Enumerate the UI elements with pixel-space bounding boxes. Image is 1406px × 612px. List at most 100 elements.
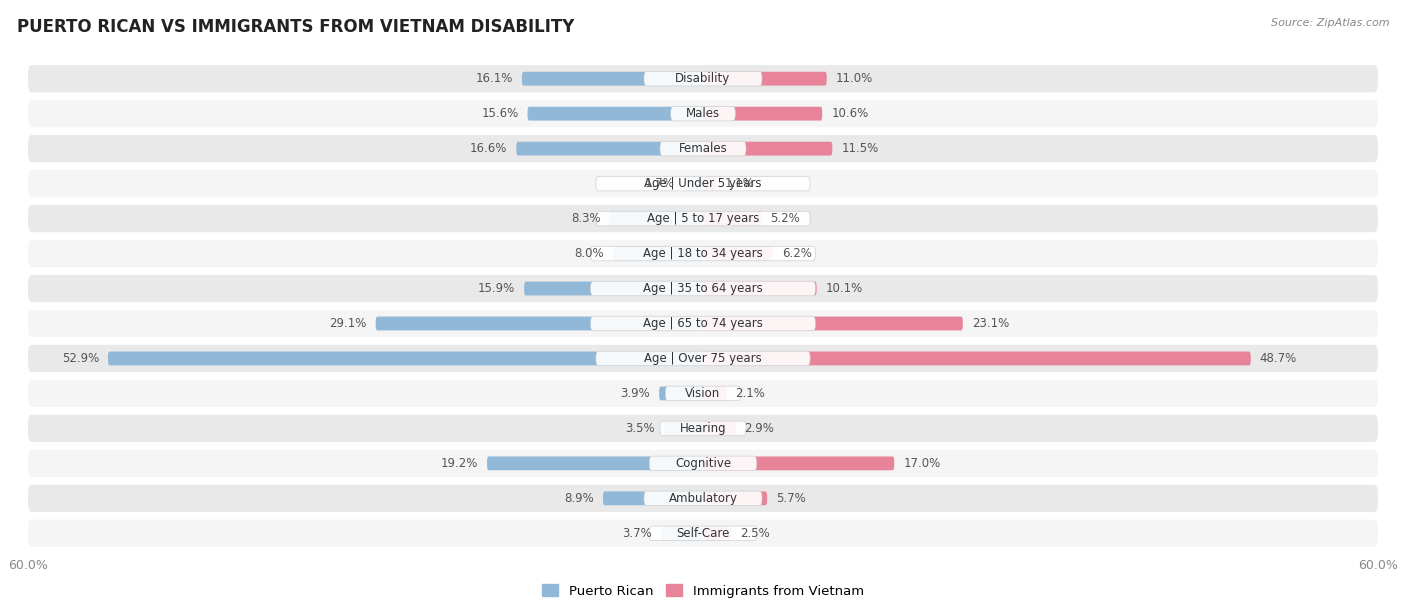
Text: 29.1%: 29.1% (329, 317, 367, 330)
FancyBboxPatch shape (613, 247, 703, 261)
FancyBboxPatch shape (28, 205, 1378, 232)
Text: 6.2%: 6.2% (782, 247, 811, 260)
Text: 2.5%: 2.5% (740, 527, 770, 540)
Text: 3.5%: 3.5% (626, 422, 655, 435)
FancyBboxPatch shape (524, 282, 703, 296)
Text: Ambulatory: Ambulatory (668, 492, 738, 505)
FancyBboxPatch shape (650, 456, 756, 471)
FancyBboxPatch shape (28, 275, 1378, 302)
FancyBboxPatch shape (591, 282, 815, 296)
FancyBboxPatch shape (28, 135, 1378, 162)
Text: PUERTO RICAN VS IMMIGRANTS FROM VIETNAM DISABILITY: PUERTO RICAN VS IMMIGRANTS FROM VIETNAM … (17, 18, 574, 36)
Text: 52.9%: 52.9% (62, 352, 98, 365)
Text: 19.2%: 19.2% (440, 457, 478, 470)
Text: 3.7%: 3.7% (623, 527, 652, 540)
Text: 48.7%: 48.7% (1260, 352, 1296, 365)
FancyBboxPatch shape (108, 351, 703, 365)
Text: Age | 65 to 74 years: Age | 65 to 74 years (643, 317, 763, 330)
Text: 5.7%: 5.7% (776, 492, 806, 505)
Text: 1.7%: 1.7% (645, 177, 675, 190)
Text: 10.1%: 10.1% (825, 282, 863, 295)
Text: 16.6%: 16.6% (470, 142, 508, 155)
FancyBboxPatch shape (671, 106, 735, 121)
FancyBboxPatch shape (703, 247, 773, 261)
FancyBboxPatch shape (28, 240, 1378, 267)
FancyBboxPatch shape (644, 72, 762, 86)
FancyBboxPatch shape (665, 386, 741, 401)
Text: Cognitive: Cognitive (675, 457, 731, 470)
FancyBboxPatch shape (661, 526, 703, 540)
Text: 2.9%: 2.9% (745, 422, 775, 435)
Text: Age | Over 75 years: Age | Over 75 years (644, 352, 762, 365)
Text: 1.1%: 1.1% (724, 177, 754, 190)
FancyBboxPatch shape (486, 457, 703, 470)
FancyBboxPatch shape (703, 106, 823, 121)
FancyBboxPatch shape (28, 345, 1378, 372)
Text: Vision: Vision (685, 387, 721, 400)
Text: Source: ZipAtlas.com: Source: ZipAtlas.com (1271, 18, 1389, 28)
FancyBboxPatch shape (703, 177, 716, 190)
Text: 16.1%: 16.1% (475, 72, 513, 85)
Text: 15.9%: 15.9% (478, 282, 515, 295)
Text: Males: Males (686, 107, 720, 120)
FancyBboxPatch shape (650, 526, 756, 540)
FancyBboxPatch shape (28, 170, 1378, 197)
Text: Females: Females (679, 142, 727, 155)
Text: 11.5%: 11.5% (841, 142, 879, 155)
FancyBboxPatch shape (28, 485, 1378, 512)
FancyBboxPatch shape (703, 282, 817, 296)
Text: Self-Care: Self-Care (676, 527, 730, 540)
Text: 8.9%: 8.9% (564, 492, 593, 505)
FancyBboxPatch shape (527, 106, 703, 121)
Text: Age | 5 to 17 years: Age | 5 to 17 years (647, 212, 759, 225)
FancyBboxPatch shape (375, 316, 703, 330)
FancyBboxPatch shape (591, 246, 815, 261)
FancyBboxPatch shape (703, 526, 731, 540)
FancyBboxPatch shape (703, 212, 762, 225)
FancyBboxPatch shape (703, 457, 894, 470)
Text: Age | 35 to 64 years: Age | 35 to 64 years (643, 282, 763, 295)
FancyBboxPatch shape (603, 491, 703, 506)
FancyBboxPatch shape (703, 316, 963, 330)
FancyBboxPatch shape (522, 72, 703, 86)
FancyBboxPatch shape (28, 520, 1378, 547)
Legend: Puerto Rican, Immigrants from Vietnam: Puerto Rican, Immigrants from Vietnam (537, 579, 869, 603)
Text: 5.2%: 5.2% (770, 212, 800, 225)
Text: 2.1%: 2.1% (735, 387, 765, 400)
FancyBboxPatch shape (659, 141, 747, 156)
Text: Hearing: Hearing (679, 422, 727, 435)
FancyBboxPatch shape (703, 72, 827, 86)
FancyBboxPatch shape (703, 142, 832, 155)
FancyBboxPatch shape (516, 142, 703, 155)
FancyBboxPatch shape (703, 351, 1251, 365)
FancyBboxPatch shape (703, 491, 768, 506)
FancyBboxPatch shape (28, 415, 1378, 442)
Text: 15.6%: 15.6% (481, 107, 519, 120)
FancyBboxPatch shape (28, 100, 1378, 127)
FancyBboxPatch shape (659, 421, 747, 436)
Text: Age | Under 5 years: Age | Under 5 years (644, 177, 762, 190)
FancyBboxPatch shape (596, 176, 810, 191)
Text: 23.1%: 23.1% (972, 317, 1010, 330)
Text: 10.6%: 10.6% (831, 107, 869, 120)
FancyBboxPatch shape (644, 491, 762, 506)
Text: Disability: Disability (675, 72, 731, 85)
FancyBboxPatch shape (703, 387, 727, 400)
FancyBboxPatch shape (28, 450, 1378, 477)
FancyBboxPatch shape (659, 387, 703, 400)
FancyBboxPatch shape (28, 310, 1378, 337)
FancyBboxPatch shape (28, 65, 1378, 92)
Text: 3.9%: 3.9% (620, 387, 650, 400)
FancyBboxPatch shape (596, 351, 810, 366)
FancyBboxPatch shape (596, 211, 810, 226)
Text: 8.0%: 8.0% (575, 247, 605, 260)
FancyBboxPatch shape (683, 177, 703, 190)
FancyBboxPatch shape (591, 316, 815, 330)
Text: 11.0%: 11.0% (835, 72, 873, 85)
Text: Age | 18 to 34 years: Age | 18 to 34 years (643, 247, 763, 260)
Text: 17.0%: 17.0% (903, 457, 941, 470)
FancyBboxPatch shape (703, 422, 735, 435)
Text: 8.3%: 8.3% (571, 212, 600, 225)
FancyBboxPatch shape (610, 212, 703, 225)
FancyBboxPatch shape (664, 422, 703, 435)
